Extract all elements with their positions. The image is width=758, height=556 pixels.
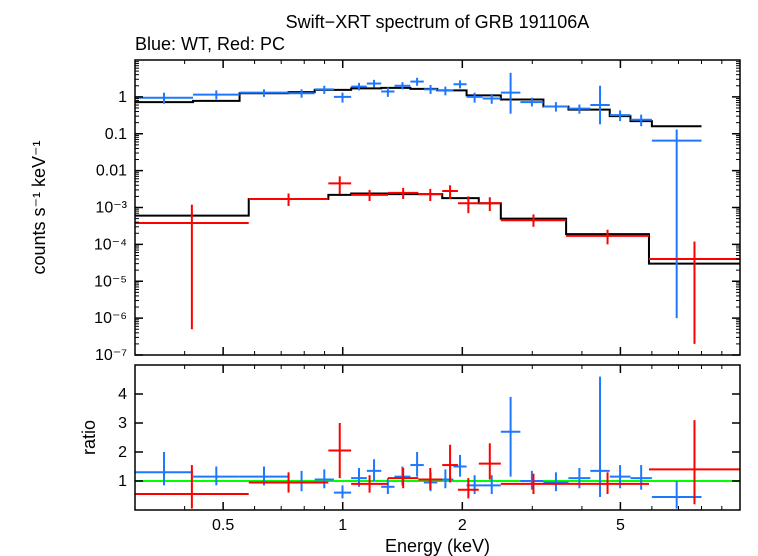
svg-text:1: 1 xyxy=(118,89,127,106)
svg-text:Swift−XRT spectrum of GRB 1911: Swift−XRT spectrum of GRB 191106A xyxy=(286,12,590,32)
svg-text:5: 5 xyxy=(616,517,625,534)
svg-text:10⁻⁶: 10⁻⁶ xyxy=(94,310,127,327)
svg-text:2: 2 xyxy=(118,444,127,461)
svg-text:10⁻⁴: 10⁻⁴ xyxy=(94,236,127,253)
svg-text:4: 4 xyxy=(118,386,127,403)
svg-text:1: 1 xyxy=(118,473,127,490)
svg-text:10⁻³: 10⁻³ xyxy=(95,200,127,217)
svg-text:0.01: 0.01 xyxy=(96,163,127,180)
svg-text:2: 2 xyxy=(458,517,467,534)
svg-text:counts s⁻¹ keV⁻¹: counts s⁻¹ keV⁻¹ xyxy=(29,140,49,274)
svg-text:Blue: WT, Red: PC: Blue: WT, Red: PC xyxy=(135,34,285,54)
chart-container: 0.5 1 2 5 10⁻⁷ 10⁻⁶ 10⁻⁵ 10⁻⁴ 10⁻³ 0.01 0.1 1 1 2 3 4 En… xyxy=(0,0,758,556)
svg-text:ratio: ratio xyxy=(79,420,99,455)
svg-text:0.1: 0.1 xyxy=(105,126,127,143)
svg-text:1: 1 xyxy=(338,517,347,534)
svg-text:10⁻⁵: 10⁻⁵ xyxy=(94,273,127,290)
svg-text:Energy (keV): Energy (keV) xyxy=(385,536,490,556)
svg-text:10⁻⁷: 10⁻⁷ xyxy=(95,347,127,364)
svg-text:0.5: 0.5 xyxy=(212,517,234,534)
svg-text:3: 3 xyxy=(118,415,127,432)
spectrum-chart: 0.5 1 2 5 10⁻⁷ 10⁻⁶ 10⁻⁵ 10⁻⁴ 10⁻³ 0.01 0.1 1 1 2 3 4 En… xyxy=(0,0,758,556)
